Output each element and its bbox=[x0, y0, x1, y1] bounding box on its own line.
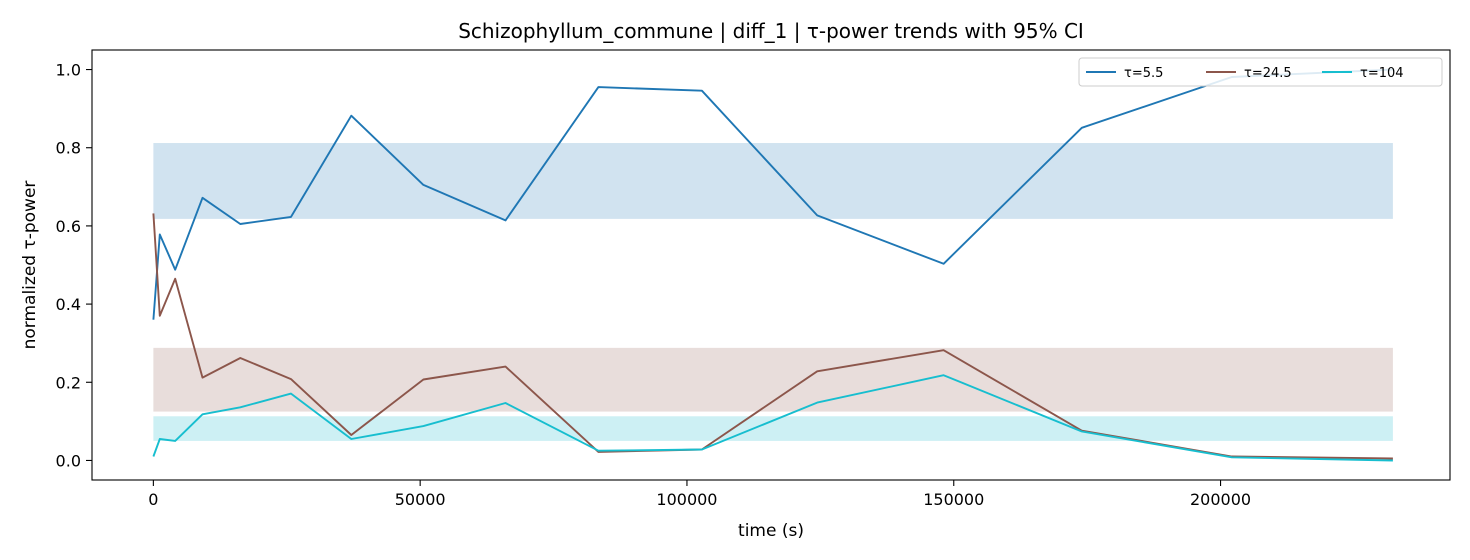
series-line-2 bbox=[152, 213, 1393, 460]
legend-label-3: τ=104 bbox=[1360, 66, 1404, 81]
y-tick-label: 0.4 bbox=[56, 295, 81, 314]
y-tick-label: 1.0 bbox=[56, 61, 81, 80]
y-axis-label: normalized τ-power bbox=[20, 181, 40, 350]
legend-box bbox=[1078, 57, 1443, 87]
series-lines bbox=[152, 68, 1393, 462]
ci-bands bbox=[153, 143, 1393, 441]
x-axis-ticks: 0 50000 100000 150000 200000 bbox=[148, 480, 1251, 509]
x-tick-label: 0 bbox=[148, 490, 158, 509]
x-tick-label: 100000 bbox=[656, 490, 717, 509]
legend-label-1: τ=5.5 bbox=[1124, 66, 1163, 81]
chart-title: Schizophyllum_commune | diff_1 | τ-power… bbox=[458, 19, 1084, 43]
legend: τ=5.5 τ=24.5 τ=104 bbox=[1078, 57, 1443, 87]
series-line-1 bbox=[152, 68, 1393, 320]
y-axis-ticks: 0.0 0.2 0.4 0.6 0.8 1.0 bbox=[56, 61, 92, 470]
x-tick-label: 150000 bbox=[923, 490, 984, 509]
y-tick-label: 0.6 bbox=[56, 217, 81, 236]
series-line-3 bbox=[152, 374, 1393, 462]
ci-band-1 bbox=[153, 143, 1393, 219]
x-tick-label: 200000 bbox=[1190, 490, 1251, 509]
plot-frame bbox=[91, 49, 1451, 481]
legend-label-2: τ=24.5 bbox=[1244, 66, 1292, 81]
y-tick-label: 0.2 bbox=[56, 373, 81, 392]
y-tick-label: 0.8 bbox=[56, 139, 81, 158]
x-axis-label: time (s) bbox=[738, 521, 804, 541]
y-tick-label: 0.0 bbox=[56, 451, 81, 470]
x-tick-label: 50000 bbox=[395, 490, 446, 509]
